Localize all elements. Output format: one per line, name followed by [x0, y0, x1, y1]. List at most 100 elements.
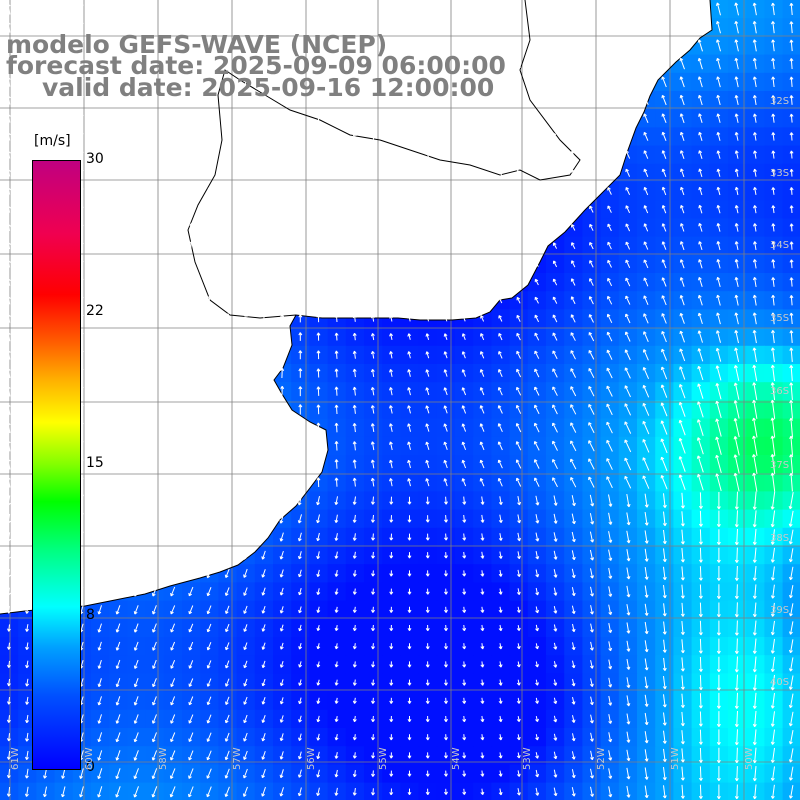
- wind-arrow: [771, 113, 776, 123]
- wind-arrow: [461, 441, 467, 450]
- wind-arrow: [498, 96, 503, 104]
- wind-arrow: [116, 94, 121, 106]
- wind-arrow: [753, 150, 757, 159]
- wind-arrow: [752, 584, 757, 599]
- wind-arrow: [6, 403, 11, 415]
- wind-arrow: [171, 131, 176, 142]
- wind-arrow: [389, 297, 394, 304]
- wind-arrow: [770, 566, 775, 581]
- wind-arrow: [280, 332, 285, 342]
- wind-arrow: [352, 404, 357, 414]
- wind-arrow: [462, 169, 466, 176]
- wind-arrow: [169, 513, 176, 525]
- wind-arrow: [571, 224, 576, 231]
- wind-arrow: [316, 350, 321, 360]
- wind-arrow: [552, 169, 558, 177]
- wind-arrow: [225, 476, 230, 489]
- wind-arrow: [571, 531, 576, 543]
- wind-arrow: [188, 568, 194, 579]
- wind-arrow: [553, 495, 558, 506]
- wind-arrow: [516, 169, 521, 176]
- wind-arrow: [642, 58, 649, 70]
- wind-arrow: [261, 223, 266, 232]
- wind-arrow: [497, 386, 503, 396]
- wind-arrow: [171, 2, 176, 16]
- wind-arrow: [244, 349, 248, 361]
- wind-arrow: [352, 477, 357, 487]
- wind-arrow: [206, 568, 212, 579]
- wind-arrow: [389, 206, 394, 213]
- lon-label: 54W: [451, 747, 462, 770]
- wind-arrow: [298, 661, 303, 668]
- wind-arrow: [370, 496, 375, 505]
- wind-arrow: [734, 602, 739, 618]
- wind-arrow: [207, 20, 212, 34]
- wind-arrow: [334, 114, 339, 122]
- wind-arrow: [425, 387, 430, 396]
- wind-arrow: [389, 369, 393, 377]
- wind-arrow: [479, 59, 485, 68]
- wind-arrow: [716, 223, 721, 232]
- wind-arrow: [696, 455, 704, 473]
- wind-arrow: [24, 3, 29, 15]
- wind-arrow: [170, 568, 176, 579]
- wind-arrow: [153, 167, 157, 178]
- wind-arrow: [734, 39, 739, 52]
- wind-arrow: [43, 21, 48, 34]
- wind-arrow: [189, 313, 194, 324]
- wind-arrow: [171, 20, 176, 34]
- wind-arrow: [189, 20, 194, 34]
- wind-arrow: [371, 297, 375, 304]
- wind-arrow: [753, 223, 757, 232]
- wind-arrow: [243, 150, 248, 159]
- wind-arrow: [153, 366, 158, 380]
- wind-arrow: [498, 151, 503, 158]
- wind-arrow: [570, 58, 577, 69]
- wind-arrow: [407, 515, 412, 523]
- wind-arrow: [225, 57, 230, 70]
- wind-arrow: [207, 367, 212, 379]
- wind-arrow: [789, 312, 794, 325]
- wind-arrow: [407, 405, 411, 414]
- wind-arrow: [462, 551, 467, 559]
- wind-arrow: [134, 131, 139, 142]
- wind-arrow: [498, 332, 503, 341]
- wind-arrow: [153, 402, 158, 416]
- wind-arrow: [206, 605, 212, 615]
- country-border: [187, 0, 581, 319]
- wind-arrow: [206, 587, 212, 597]
- wind-arrow: [280, 132, 285, 141]
- wind-arrow: [262, 295, 266, 305]
- wind-arrow: [116, 39, 121, 52]
- wind-arrow: [334, 314, 339, 323]
- wind-arrow: [189, 112, 194, 124]
- wind-arrow: [43, 2, 48, 16]
- wind-arrow: [443, 441, 448, 450]
- wind-arrow: [225, 277, 230, 287]
- wind-arrow: [624, 39, 631, 52]
- wind-arrow: [407, 206, 412, 213]
- wind-arrow: [280, 95, 285, 105]
- wind-arrow: [244, 58, 248, 70]
- wind-arrow: [298, 22, 303, 33]
- wind-arrow: [407, 588, 412, 595]
- wind-arrow: [171, 475, 176, 489]
- wind-arrow: [97, 605, 102, 615]
- wind-arrow: [534, 242, 539, 249]
- wind-arrow: [153, 94, 158, 106]
- wind-arrow: [371, 315, 375, 322]
- wind-arrow: [189, 330, 194, 343]
- wind-arrow: [498, 206, 503, 213]
- wind-arrow: [298, 77, 303, 87]
- wind-arrow: [280, 349, 285, 360]
- wind-arrow: [462, 588, 467, 595]
- wind-arrow: [79, 20, 84, 34]
- wind-arrow: [280, 422, 285, 434]
- wind-arrow: [771, 57, 776, 70]
- wind-arrow: [534, 296, 539, 304]
- wind-arrow: [770, 620, 775, 636]
- wind-arrow: [571, 660, 576, 669]
- wind-arrow: [734, 150, 739, 159]
- wind-arrow: [389, 114, 394, 122]
- wind-arrow: [642, 384, 650, 398]
